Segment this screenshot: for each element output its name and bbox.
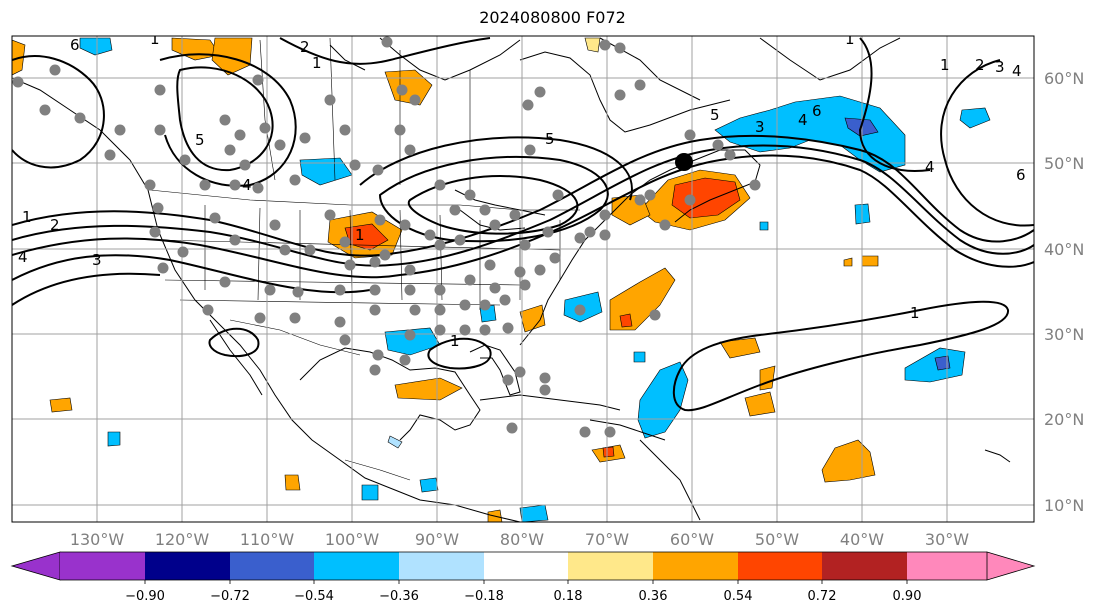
colorbar-swatch [568, 552, 653, 580]
contour-label: 4 [798, 111, 808, 129]
lon-label: 100°W [325, 530, 380, 549]
colorbar-tick: 0.54 [724, 589, 753, 604]
colorbar-swatch [314, 552, 399, 580]
colorbar-tick: −0.90 [125, 589, 165, 604]
map-plot-area: 2 1 4 3 1 5 3 4 6 5 1 2 3 4 6 4 2 1 5 4 … [12, 30, 1034, 522]
lon-label: 60°W [670, 530, 714, 549]
lon-label: 40°W [840, 530, 884, 549]
political-borders [149, 37, 580, 481]
contour-label: 1 [940, 56, 950, 74]
colorbar-swatch [230, 552, 314, 580]
lon-label: 130°W [70, 530, 125, 549]
lon-label: 90°W [415, 530, 459, 549]
contour-label: 1 [845, 30, 855, 48]
contour-label: 4 [1012, 62, 1022, 80]
colorbar-tick: −0.18 [464, 589, 504, 604]
colorbar-tick: 0.90 [893, 589, 922, 604]
colorbar-swatch [822, 552, 907, 580]
latitude-labels: 60°N 50°N 40°N 30°N 20°N 10°N [1044, 69, 1084, 515]
lon-label: 120°W [155, 530, 210, 549]
colorbar-tick: 0.36 [639, 589, 668, 604]
lat-label: 20°N [1044, 410, 1084, 429]
colorbar-tick: −0.72 [210, 589, 250, 604]
contour-label: 6 [1016, 166, 1026, 184]
lat-label: 40°N [1044, 240, 1084, 259]
contour-label: 6 [812, 102, 822, 120]
contour-label: 2 [300, 38, 310, 56]
colorbar-swatch [653, 552, 738, 580]
lat-label: 60°N [1044, 69, 1084, 88]
lat-label: 50°N [1044, 154, 1084, 173]
lat-label: 30°N [1044, 325, 1084, 344]
colorbar-tick: 0.18 [554, 589, 583, 604]
colorbar-swatch [399, 552, 484, 580]
colorbar-tick: −0.54 [294, 589, 334, 604]
colorbar-swatch [60, 552, 145, 580]
lon-label: 30°W [925, 530, 969, 549]
colorbar-swatch [145, 552, 230, 580]
lon-label: 80°W [500, 530, 544, 549]
station-dots [12, 36, 761, 438]
colorbar-tick: 0.72 [808, 589, 837, 604]
contour-label: 4 [925, 158, 935, 176]
storm-center-marker [675, 153, 693, 171]
lon-label: 50°W [755, 530, 799, 549]
contour-label: 3 [92, 251, 102, 269]
lon-label: 70°W [585, 530, 629, 549]
colorbar-tick: −0.36 [379, 589, 419, 604]
coastlines [12, 37, 1011, 522]
contour-label: 1 [910, 304, 920, 322]
map-border [11, 35, 1035, 523]
contour-label: 1 [450, 332, 460, 350]
contour-label: 3 [995, 58, 1005, 76]
colorbar-extend-low [10, 551, 61, 581]
contour-label: 2 [50, 216, 60, 234]
contour-label: 3 [755, 118, 765, 136]
colorbar-swatch [738, 552, 822, 580]
longitude-labels: 130°W 120°W 110°W 100°W 90°W 80°W 70°W 6… [70, 530, 969, 549]
contour-label: 1 [312, 54, 322, 72]
contour-label: 1 [355, 226, 365, 244]
colorbar: −0.90 −0.72 −0.54 −0.36 −0.18 0.18 0.36 … [10, 551, 1036, 604]
map-title: 2024080800 F072 [479, 8, 626, 27]
contour-label: 2 [975, 56, 985, 74]
contour-labels: 2 1 4 3 1 5 3 4 6 5 1 2 3 4 6 4 2 1 5 4 … [18, 30, 1026, 350]
colorbar-swatch [907, 552, 987, 580]
contour-label: 6 [70, 36, 80, 54]
contour-label: 5 [545, 130, 555, 148]
lon-label: 110°W [240, 530, 295, 549]
contour-label: 5 [710, 106, 720, 124]
contour-label: 4 [18, 248, 28, 266]
colorbar-extend-high [986, 551, 1036, 581]
contour-label: 1 [150, 30, 160, 48]
lat-label: 10°N [1044, 496, 1084, 515]
contour-label: 5 [195, 131, 205, 149]
contour-label: 4 [242, 176, 252, 194]
colorbar-swatch [484, 552, 568, 580]
contour-label: 1 [22, 208, 32, 226]
